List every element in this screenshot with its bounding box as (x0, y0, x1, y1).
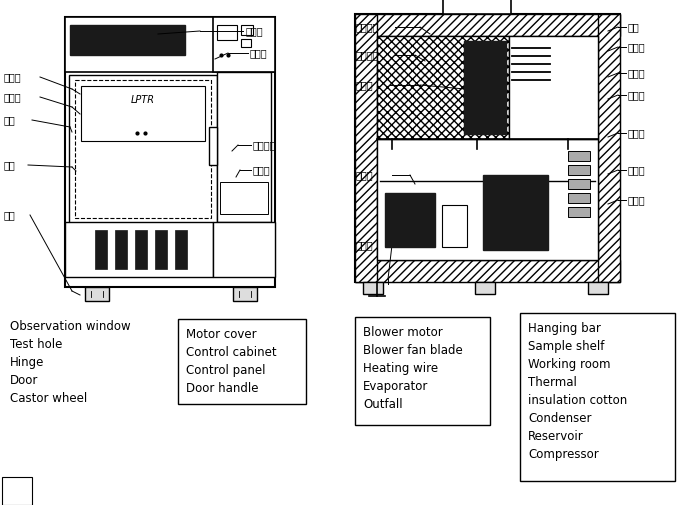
Bar (520, 314, 675, 481)
Bar (568, 180, 590, 189)
Bar (568, 193, 590, 204)
Bar (178, 319, 306, 404)
Text: 挂条: 挂条 (628, 22, 640, 32)
Text: 蒸发器: 蒸发器 (356, 170, 374, 180)
Bar (95, 231, 107, 270)
Bar (509, 37, 598, 140)
Bar (70, 26, 185, 56)
Bar (377, 140, 598, 261)
Bar (220, 183, 268, 215)
Bar (115, 231, 127, 270)
Text: Control cabinet: Control cabinet (186, 345, 277, 358)
Bar (241, 26, 253, 36)
Text: 鼓风电机: 鼓风电机 (356, 22, 380, 32)
Text: 门把手: 门把手 (253, 165, 270, 175)
Bar (568, 208, 590, 218)
Bar (85, 287, 109, 301)
Text: Evaporator: Evaporator (363, 379, 429, 392)
Text: Compressor: Compressor (528, 447, 599, 460)
Bar (65, 18, 275, 287)
Bar (443, 0, 511, 15)
Text: Door: Door (10, 373, 39, 386)
Text: Heating wire: Heating wire (363, 361, 438, 374)
Bar (355, 15, 620, 282)
Bar (209, 128, 217, 166)
Bar (217, 26, 237, 41)
Text: 大门: 大门 (4, 160, 16, 170)
Text: Outfall: Outfall (363, 397, 402, 410)
Text: Thermal: Thermal (528, 375, 577, 388)
Bar (475, 282, 495, 294)
Text: 脚轮: 脚轮 (4, 210, 16, 220)
Bar (213, 18, 275, 73)
Bar (483, 176, 548, 250)
Text: Condenser: Condenser (528, 411, 592, 424)
Text: Reservoir: Reservoir (528, 429, 583, 442)
Bar (81, 87, 205, 142)
Bar (385, 193, 435, 247)
Bar (135, 231, 147, 270)
Text: 工作室: 工作室 (628, 68, 645, 78)
Text: 控制面板: 控制面板 (253, 140, 277, 149)
Bar (588, 282, 608, 294)
Bar (65, 223, 213, 277)
Text: 贮液器: 贮液器 (628, 165, 645, 175)
Text: Motor cover: Motor cover (186, 327, 257, 340)
Bar (355, 261, 620, 282)
Text: insulation cotton: insulation cotton (528, 393, 627, 406)
Bar (464, 42, 506, 135)
Bar (175, 231, 187, 270)
Bar (377, 37, 509, 140)
Text: 观察窗: 观察窗 (4, 72, 21, 82)
Text: Hinge: Hinge (10, 356, 44, 368)
Bar (355, 317, 490, 425)
Text: 冷凝器: 冷凝器 (628, 128, 645, 138)
Bar (568, 152, 590, 162)
Text: 铰链: 铰链 (4, 115, 16, 125)
Text: 控制柜: 控制柜 (250, 48, 268, 58)
Bar (355, 15, 377, 282)
Bar (241, 40, 251, 48)
Bar (568, 166, 590, 176)
Text: 压缩机: 压缩机 (628, 194, 645, 205)
Text: 试品架: 试品架 (628, 42, 645, 52)
Bar (363, 282, 383, 294)
Bar (233, 287, 257, 301)
Text: Hanging bar: Hanging bar (528, 321, 601, 334)
Text: Sample shelf: Sample shelf (528, 339, 604, 352)
Text: Test hole: Test hole (10, 337, 63, 350)
Text: Blower motor: Blower motor (363, 325, 443, 338)
Text: 加热丝: 加热丝 (356, 80, 374, 90)
Bar (75, 81, 211, 219)
Text: 测试孔: 测试孔 (4, 92, 21, 102)
Text: Working room: Working room (528, 358, 610, 370)
Bar (355, 15, 620, 37)
Bar (217, 73, 271, 223)
Text: Control panel: Control panel (186, 363, 266, 376)
Bar (598, 15, 620, 282)
Text: Castor wheel: Castor wheel (10, 391, 87, 404)
Bar (2, 477, 32, 505)
Bar (442, 206, 467, 247)
Text: Observation window: Observation window (10, 319, 131, 332)
Text: Door handle: Door handle (186, 381, 259, 394)
Bar (65, 18, 275, 73)
Text: Blower fan blade: Blower fan blade (363, 343, 463, 357)
Text: 鼓风风叶: 鼓风风叶 (356, 50, 380, 60)
Text: LPTR: LPTR (131, 95, 155, 105)
Text: 电机罩: 电机罩 (246, 26, 264, 36)
Bar (69, 76, 217, 226)
Bar (155, 231, 167, 270)
Text: 保温棉: 保温棉 (628, 90, 645, 100)
Text: 排水口: 排水口 (356, 239, 374, 249)
Bar (213, 223, 275, 277)
